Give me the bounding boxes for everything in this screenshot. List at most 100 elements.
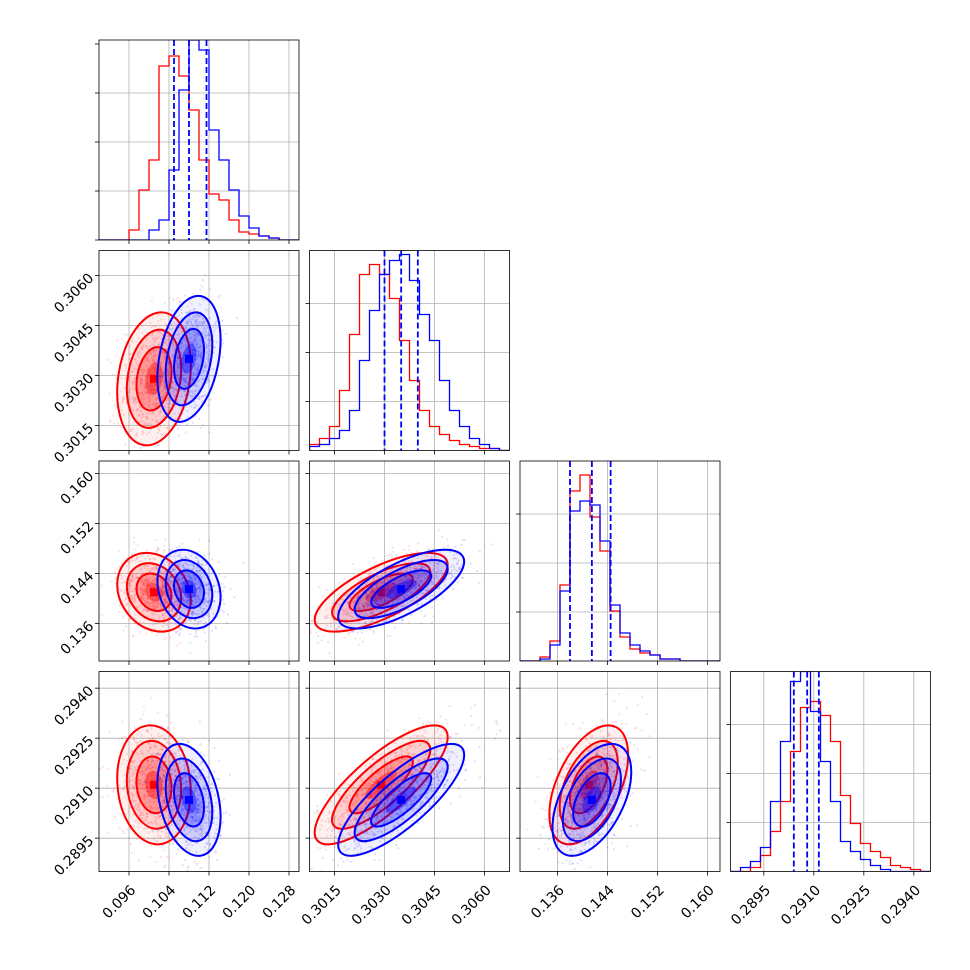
scatter-point <box>217 561 220 564</box>
scatter-point <box>177 357 180 360</box>
scatter-point <box>192 564 195 567</box>
scatter-point <box>204 274 207 277</box>
scatter-point <box>157 614 160 617</box>
scatter-point <box>344 613 347 616</box>
scatter-point <box>110 580 113 583</box>
scatter-point <box>405 594 408 598</box>
scatter-point <box>359 581 362 584</box>
scatter-point <box>419 580 422 583</box>
scatter-point <box>380 595 384 599</box>
scatter-point <box>168 356 171 359</box>
scatter-point <box>141 572 144 575</box>
scatter-point <box>160 592 163 595</box>
scatter-point <box>357 617 360 621</box>
scatter-point <box>427 586 430 590</box>
scatter-point <box>391 581 394 585</box>
scatter-point <box>190 342 193 345</box>
scatter-point <box>156 547 160 551</box>
scatter-point <box>365 597 369 600</box>
scatter-point <box>173 412 176 415</box>
scatter-point <box>194 322 197 325</box>
scatter-point <box>127 413 130 416</box>
scatter-point <box>161 588 164 591</box>
scatter-point <box>164 737 167 740</box>
scatter-point <box>171 354 175 357</box>
scatter-point <box>178 376 181 379</box>
scatter-point <box>151 579 155 582</box>
scatter-point <box>180 342 183 345</box>
scatter-point <box>178 577 181 580</box>
scatter-point <box>136 576 139 580</box>
scatter-point <box>169 595 172 599</box>
scatter-point <box>143 386 146 389</box>
scatter-point <box>161 434 164 437</box>
scatter-point <box>180 616 183 619</box>
scatter-point <box>393 585 396 588</box>
scatter-point <box>204 335 208 339</box>
scatter-point <box>344 636 347 639</box>
scatter-point <box>153 602 156 605</box>
scatter-points-0 <box>100 536 206 655</box>
scatter-point <box>146 555 149 558</box>
scatter-point <box>445 538 449 541</box>
scatter-point <box>121 338 124 341</box>
scatter-point <box>371 587 374 590</box>
scatter-point <box>148 602 151 605</box>
scatter-point <box>154 538 157 541</box>
scatter-point <box>168 297 171 300</box>
scatter-point <box>377 582 380 586</box>
scatter-point <box>407 584 410 587</box>
scatter-point <box>396 600 399 603</box>
scatter-point <box>113 571 117 574</box>
scatter-point <box>163 354 166 357</box>
scatter-point <box>413 567 416 571</box>
scatter-point <box>182 363 185 366</box>
scatter-point <box>207 358 211 361</box>
scatter-point <box>179 389 182 393</box>
scatter-point <box>139 447 142 450</box>
scatter-point <box>391 590 394 594</box>
scatter-point <box>140 379 143 383</box>
scatter-point <box>186 573 190 576</box>
scatter-point <box>182 599 185 602</box>
scatter-point <box>151 384 154 387</box>
scatter-point <box>118 610 121 613</box>
scatter-point <box>151 598 154 601</box>
scatter-point <box>370 620 374 623</box>
density-contour-0 <box>348 572 414 612</box>
scatter-point <box>155 549 159 552</box>
scatter-point <box>430 621 433 624</box>
scatter-point <box>188 581 191 584</box>
scatter-point <box>385 594 389 598</box>
scatter-point <box>152 601 155 604</box>
scatter-point <box>146 590 149 594</box>
scatter-point <box>169 606 172 610</box>
scatter-point <box>346 589 349 592</box>
scatter-point <box>203 631 206 634</box>
scatter-point <box>376 597 380 600</box>
scatter-point <box>182 373 185 376</box>
scatter-point <box>212 584 215 587</box>
scatter-point <box>179 417 182 420</box>
scatter-point <box>192 377 195 381</box>
scatter-point <box>146 577 149 580</box>
scatter-point <box>400 605 403 608</box>
scatter-point <box>406 579 409 582</box>
scatter-point <box>202 377 205 380</box>
scatter-point <box>185 380 188 383</box>
scatter-point <box>163 381 166 384</box>
scatter-point <box>142 705 146 708</box>
scatter-point <box>201 279 205 282</box>
scatter-point <box>213 329 216 332</box>
scatter-point <box>414 583 418 586</box>
scatter-point <box>135 618 138 621</box>
scatter-point <box>162 577 165 580</box>
scatter-point <box>181 377 184 380</box>
scatter-point <box>394 572 397 575</box>
scatter-point <box>188 349 192 352</box>
scatter-point <box>147 368 150 371</box>
scatter-point <box>438 586 441 589</box>
scatter-point <box>146 583 149 586</box>
scatter-point <box>120 589 123 592</box>
scatter-point <box>151 391 154 394</box>
